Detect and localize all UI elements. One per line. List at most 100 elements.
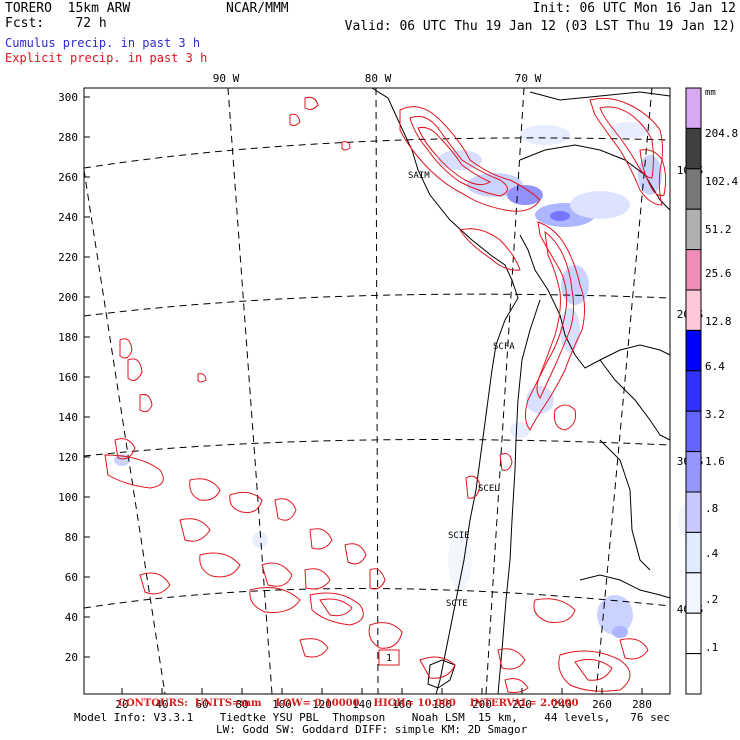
cb-label-1.6: 1.6 [705,455,725,468]
valid-time: Valid: 06 UTC Thu 19 Jan 12 (03 LST Thu … [344,19,736,34]
y-tick-160: 160 [58,371,78,384]
x-tick-280: 280 [632,698,652,711]
x-axis: 20 40 60 80 100 120 140 160 180 200 220 … [115,698,652,711]
west-coast [371,87,519,695]
colorbar-swatch [685,168,702,210]
colorbar-swatch [685,531,702,574]
physics-info-line: LW: Godd SW: Goddard DIFF: simple KM: 2D… [216,723,528,736]
model-title: TORERO 15km ARW [5,1,131,16]
andes-border-2 [497,299,541,695]
lat-line-10s [83,137,671,169]
colorbar-swatch [685,612,702,655]
forecast-hour: Fcst: 72 h [5,16,107,31]
cb-label-.2: .2 [705,593,718,606]
border-4 [519,144,671,211]
colorbar-unit: mm [705,88,716,98]
y-tick-140: 140 [58,411,78,424]
contour-marker-label: 1 [386,653,392,664]
x-tick-100: 100 [272,698,292,711]
lon-line-80w [375,87,379,695]
colorbar-swatch [685,87,702,129]
x-tick-180: 180 [432,698,452,711]
y-tick-300: 300 [58,91,78,104]
colorbar-swatch [685,572,702,614]
y-tick-260: 260 [58,171,78,184]
border-south-east [579,574,671,599]
cb-label-25.6: 25.6 [705,267,732,280]
cb-label-102.4: 102.4 [705,175,738,188]
station-scie: SCIE [448,531,470,541]
center-label: NCAR/MMM [226,1,289,16]
y-tick-20: 20 [65,651,78,664]
lon-line-60w [595,87,653,695]
x-tick-260: 260 [592,698,612,711]
explicit-precip-contours [104,96,667,693]
colorbar-swatch [685,653,702,695]
graticule [83,87,671,695]
y-tick-180: 180 [58,331,78,344]
coastlines [371,87,671,695]
station-scel: SCEL [478,484,500,494]
x-tick-220: 220 [512,698,532,711]
colorbar-swatch [685,289,702,331]
contours-overlay-text: CONTOURS: UNITS=mm LOW= 0.10000 HIGH= 10… [118,698,579,709]
lon-line-100w [83,169,166,695]
colorbar-swatch [685,410,702,453]
lat-line-30s [83,439,671,457]
cb-label-.8: .8 [705,502,718,515]
colorbar-swatch [685,451,702,493]
x-tick-60: 60 [195,698,208,711]
model-info-line: Model Info: V3.3.1 Tiedtke YSU PBL Thomp… [74,711,671,724]
station-saim: SAIM [408,171,430,181]
colorbar-swatch [685,491,702,533]
colorbar-labels: 204.8 102.4 51.2 25.6 12.8 6.4 3.2 1.6 .… [705,127,738,654]
y-axis: 300 280 260 240 220 200 180 160 140 120 … [58,91,78,664]
y-tick-80: 80 [65,531,78,544]
y-tick-40: 40 [65,611,78,624]
y-tick-240: 240 [58,211,78,224]
y-tick-280: 280 [58,131,78,144]
x-tick-120: 120 [312,698,332,711]
x-tick-marks [121,688,643,694]
y-tick-100: 100 [58,491,78,504]
colorbar-swatch [685,208,702,251]
lat-line-40s [83,587,671,609]
cb-label-204.8: 204.8 [705,127,738,140]
colorbar-swatch [685,249,702,291]
lon-label-70w: 70 W [515,72,542,85]
x-tick-80: 80 [235,698,248,711]
cb-label-3.2: 3.2 [705,408,725,421]
lon-line-90w [227,87,273,695]
station-scte: SCTE [446,599,468,609]
border-north [529,91,671,101]
cb-label-51.2: 51.2 [705,223,732,236]
lon-line-70w [485,87,525,695]
explicit-legend-label: Explicit precip. in past 3 h [5,51,208,65]
colorbar [685,87,702,695]
contour-marker-box: 1 [378,649,400,666]
andes-border-1 [519,234,671,369]
border-3 [599,359,671,441]
colorbar-swatch [685,370,702,412]
y-tick-200: 200 [58,291,78,304]
y-tick-marks [84,96,90,658]
x-tick-20: 20 [115,698,128,711]
cb-label-12.8: 12.8 [705,315,732,328]
lat-line-20s [83,293,671,317]
x-tick-200: 200 [472,698,492,711]
border-5 [599,439,651,571]
x-tick-140: 140 [352,698,372,711]
lon-label-90w: 90 W [213,72,240,85]
y-tick-60: 60 [65,571,78,584]
cb-label-.4: .4 [705,547,719,560]
station-scfa: SCFA [493,342,515,352]
lon-labels: 90 W 80 W 70 W [213,72,542,85]
island-south [427,659,456,689]
y-tick-120: 120 [58,451,78,464]
station-labels: SAIM SCFA SCEL SCIE SCTE [408,171,515,609]
x-tick-40: 40 [155,698,168,711]
x-tick-240: 240 [552,698,572,711]
cumulus-legend-label: Cumulus precip. in past 3 h [5,36,201,50]
x-tick-160: 160 [392,698,412,711]
